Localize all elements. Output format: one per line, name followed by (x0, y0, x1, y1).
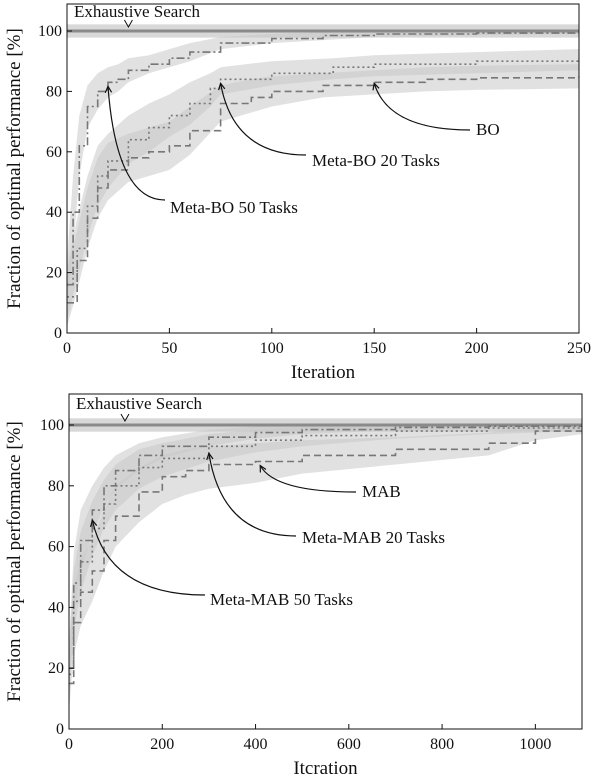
series-line-2 (69, 428, 582, 685)
x-tick-label: 0 (65, 736, 73, 753)
series-line-1 (69, 426, 582, 676)
annotation-arrow-mab (259, 465, 357, 493)
x-tick-label: 200 (150, 736, 174, 753)
y-tick-label: 100 (38, 23, 62, 40)
annotation-arrow-meta-bo-20-tasks (220, 83, 307, 156)
x-tick-label: 1000 (519, 736, 551, 753)
x-tick-label: 200 (465, 340, 489, 357)
x-tick-label: 50 (161, 340, 177, 357)
series-line-0 (69, 425, 582, 669)
annotation-arrow-meta-mab-50-tasks (91, 520, 206, 596)
y-axis-label: Fraction of optimal performance [%] (4, 28, 25, 309)
x-tick-label: 150 (362, 340, 386, 357)
x-axis-label: Itcration (293, 758, 358, 778)
series-line-0 (67, 32, 579, 286)
annotation-meta-mab-50-tasks: Meta-MAB 50 Tasks (210, 590, 353, 609)
annotation-arrowhead-bo (372, 82, 380, 91)
annotation-arrow-bo (373, 83, 471, 131)
y-tick-label: 100 (40, 417, 64, 434)
x-tick-label: 0 (63, 340, 71, 357)
plot-area (67, 24, 579, 327)
chart-top: 0 50 100 150 200 250 0 20 40 60 80 100 Iteration Frac… (4, 2, 591, 383)
annotation-meta-bo-50-tasks: Meta-BO 50 Tasks (170, 198, 298, 217)
y-tick-label: 20 (46, 265, 62, 282)
plot-area (69, 418, 582, 711)
x-tick-label: 600 (337, 736, 361, 753)
annotation-arrowhead-meta-mab-20-tasks (206, 452, 214, 461)
series-line-2 (67, 76, 579, 304)
x-tick-label: 400 (244, 736, 268, 753)
annotation-arrow-meta-mab-20-tasks (208, 453, 297, 537)
x-tick-label: 100 (260, 340, 284, 357)
y-tick-label: 80 (48, 478, 64, 495)
annotation-arrow-meta-bo-50-tasks (107, 86, 166, 201)
annotation-mab: MAB (362, 482, 401, 501)
annotation-meta-bo-20-tasks: Meta-BO 20 Tasks (312, 151, 440, 170)
annotation-arrowhead-meta-bo-50-tasks (104, 85, 113, 94)
annotation-meta-mab-20-tasks: Meta-MAB 20 Tasks (302, 528, 445, 547)
y-tick-label: 40 (48, 599, 64, 616)
annotation-arrowhead-mab (259, 464, 267, 473)
y-tick-label: 0 (56, 721, 64, 738)
annotation-arrowhead-meta-mab-50-tasks (90, 518, 98, 528)
confidence-band-series-2 (69, 425, 582, 711)
y-tick-label: 20 (48, 660, 64, 677)
annotation-arrow-exhaustive-search (120, 413, 130, 423)
y-axis-label: Fraction of optimal performance [%] (4, 421, 25, 702)
y-tick-label: 0 (54, 325, 62, 342)
y-tick-label: 60 (46, 144, 62, 161)
y-tick-label: 60 (48, 539, 64, 556)
chart-bottom: 0 200 400 600 800 1000 0 20 40 60 80 100 Itcration Fr… (4, 393, 583, 778)
x-tick-label: 250 (567, 340, 591, 357)
confidence-band-series-2 (67, 64, 579, 327)
annotation-bo: BO (476, 120, 500, 139)
x-tick-label: 800 (430, 736, 454, 753)
y-tick-label: 40 (46, 204, 62, 221)
axes-frame (66, 3, 580, 334)
y-tick-label: 80 (46, 83, 62, 100)
x-axis-label: Iteration (291, 362, 356, 383)
annotation-exhaustive-search: Exhaustive Search (76, 394, 203, 413)
axes-frame (68, 393, 583, 730)
annotation-exhaustive-search: Exhaustive Search (74, 2, 201, 21)
annotation-arrowhead-meta-bo-20-tasks (217, 82, 226, 91)
annotation-arrow-exhaustive-search (124, 19, 133, 29)
